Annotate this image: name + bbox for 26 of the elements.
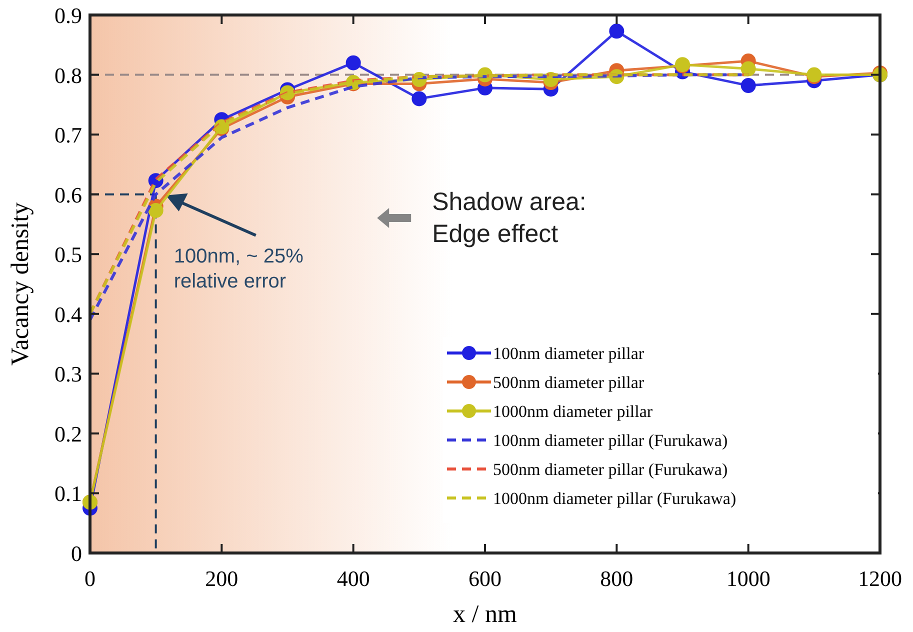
y-tick-label: 0.7 bbox=[54, 122, 82, 148]
x-axis-title: x / nm bbox=[453, 601, 518, 628]
x-tick-label: 800 bbox=[600, 566, 634, 591]
y-tick-label: 0.3 bbox=[54, 362, 82, 387]
annotation: 100nm, ~ 25% relative error bbox=[174, 245, 304, 292]
y-tick-label: 0.8 bbox=[54, 62, 82, 88]
y-tick-label: 0.5 bbox=[54, 242, 82, 268]
x-tick-label: 600 bbox=[468, 566, 502, 591]
x-tick-label: 1200 bbox=[858, 566, 902, 591]
x-tick-label: 200 bbox=[205, 566, 238, 591]
legend-label: 100nm diameter pillar (Furukawa) bbox=[493, 431, 728, 450]
y-tick-label: 0 bbox=[71, 541, 82, 566]
y-tick-label: 0.1 bbox=[54, 481, 82, 506]
x-tick-label: 1000 bbox=[726, 566, 770, 591]
y-axis-title: Vacancy density bbox=[7, 202, 34, 366]
y-tick-label: 0.9 bbox=[54, 3, 82, 28]
legend-label: 1000nm diameter pillar (Furukawa) bbox=[493, 489, 736, 508]
y-tick-label: 0.2 bbox=[54, 421, 82, 446]
legend-label: 100nm diameter pillar bbox=[493, 344, 644, 363]
legend-label: 500nm diameter pillar bbox=[493, 373, 644, 392]
y-tick-label: 0.4 bbox=[54, 302, 82, 327]
x-tick-label: 400 bbox=[336, 566, 370, 591]
y-tick-label: 0.6 bbox=[54, 182, 82, 208]
legend-label: 1000nm diameter pillar bbox=[493, 402, 653, 421]
legend-label: 500nm diameter pillar (Furukawa) bbox=[493, 460, 728, 479]
band-label: Shadow area: Edge effect bbox=[432, 188, 586, 248]
